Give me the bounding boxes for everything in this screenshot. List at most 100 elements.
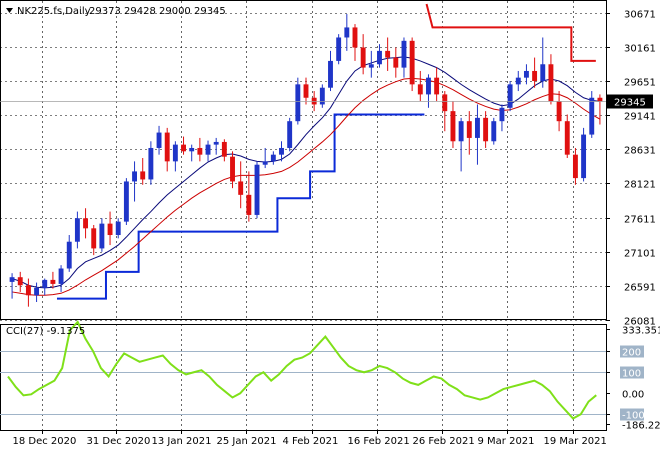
slow-moving-average — [12, 77, 601, 296]
main-y-tick-label: 28631 — [624, 146, 656, 157]
candle-body — [148, 147, 154, 180]
candle-body — [107, 223, 113, 236]
candle-body — [156, 132, 162, 148]
candle-body — [377, 50, 382, 65]
candle-body — [189, 147, 195, 152]
candle-body — [442, 94, 448, 112]
candle-body — [483, 117, 489, 142]
ohlc-readout: 29373 29428 29000 29345 — [89, 6, 226, 17]
candle-body — [115, 221, 121, 236]
cci-chart-frame — [0, 324, 607, 431]
candle-body — [417, 84, 423, 95]
candle-body — [270, 154, 276, 162]
cci-y-tick-label: 333.3513 — [622, 326, 660, 337]
candle-body — [66, 241, 72, 269]
candle-body — [197, 147, 203, 155]
candle-body — [572, 154, 578, 179]
candle-body — [99, 223, 105, 249]
candle-body — [83, 218, 89, 229]
cci-title: CCI(27) -9.1375 — [6, 326, 85, 337]
x-tick-label: 26 Feb 2021 — [413, 436, 475, 447]
x-tick-label: 4 Feb 2021 — [283, 436, 339, 447]
x-tick-label: 13 Jan 2021 — [152, 436, 212, 447]
resistance-line — [425, 3, 596, 62]
candle-body — [140, 171, 146, 180]
candle-body — [540, 64, 546, 82]
x-tick-label: 16 Feb 2021 — [348, 436, 410, 447]
candle-body — [409, 40, 415, 85]
candle-body — [393, 57, 399, 68]
candle-body — [360, 47, 366, 68]
cci-level-label: 200 — [622, 348, 641, 359]
candle-body — [172, 144, 178, 162]
candle-body — [123, 181, 129, 222]
main-y-tick-label: 28121 — [624, 180, 656, 191]
main-y-tick-label: 27611 — [624, 215, 656, 226]
candle-body — [303, 84, 309, 98]
candle-body — [328, 60, 333, 88]
candle-body — [344, 27, 350, 38]
candle-body — [221, 141, 227, 157]
candle-body — [589, 97, 595, 135]
cci-y-tick-label: 0.00 — [622, 390, 644, 401]
candle-body — [475, 117, 480, 138]
candle-body — [279, 147, 284, 155]
candle-body — [523, 70, 529, 78]
cci-level-label-bg — [620, 345, 644, 358]
candle-body — [246, 194, 252, 215]
candle-body — [336, 37, 342, 61]
cci-level-label-bg — [620, 408, 644, 421]
main-y-tick-label: 30671 — [624, 10, 656, 21]
candle-body — [548, 64, 554, 102]
x-tick-label: 31 Dec 2020 — [87, 436, 151, 447]
candle-body — [213, 141, 219, 145]
candle-body — [581, 134, 587, 179]
candle-body — [507, 84, 513, 108]
cci-level-label: -100 — [622, 411, 645, 422]
axis-labels: 30671 30161 29651 29141 28631 28121 27611 27101… — [13, 10, 660, 448]
candle-body — [132, 171, 137, 182]
candle-body — [556, 101, 562, 122]
candle-body — [205, 144, 211, 155]
candle-body — [319, 87, 325, 105]
x-tick-label: 25 Jan 2021 — [217, 436, 277, 447]
current-price-label: 29345 — [614, 98, 646, 109]
candle-body — [434, 77, 440, 95]
symbol-timeframe-title: NK225.fs,Daily — [17, 6, 91, 17]
cci-chart-grid — [0, 324, 607, 431]
candle-body — [164, 132, 170, 162]
candle-body — [401, 40, 407, 68]
candle-body — [58, 268, 64, 284]
candle-body — [9, 277, 15, 282]
support-resistance-lines — [56, 3, 596, 300]
candle-body — [532, 70, 538, 82]
cci-line-path — [7, 320, 597, 420]
candle-body — [50, 279, 56, 284]
candle-body — [515, 77, 521, 85]
candle-body — [426, 77, 431, 95]
candle-body — [91, 228, 97, 249]
cci-level-label-bg — [620, 366, 644, 379]
current-price-box — [607, 94, 653, 109]
support-line — [56, 113, 425, 300]
candlesticks — [9, 14, 603, 307]
x-tick-label: 19 Mar 2021 — [544, 436, 607, 447]
chart-menu-triangle-icon[interactable] — [6, 8, 13, 13]
candle-body — [42, 279, 48, 288]
candle-body — [17, 277, 23, 286]
main-y-tick-label: 29141 — [624, 112, 656, 123]
candle-body — [34, 287, 40, 296]
main-y-tick-label: 26081 — [624, 317, 656, 328]
candle-body — [466, 121, 472, 138]
candle-body — [499, 107, 505, 122]
candle-body — [287, 121, 293, 148]
candle-body — [25, 285, 31, 296]
candle-body — [181, 144, 186, 152]
cci-indicator-line — [7, 320, 597, 420]
candle-body — [254, 164, 260, 215]
candle-body — [238, 181, 244, 195]
candle-body — [262, 161, 268, 165]
cci-y-tick-label: -186.227 — [622, 421, 660, 432]
cci-level-label: 100 — [622, 369, 641, 380]
